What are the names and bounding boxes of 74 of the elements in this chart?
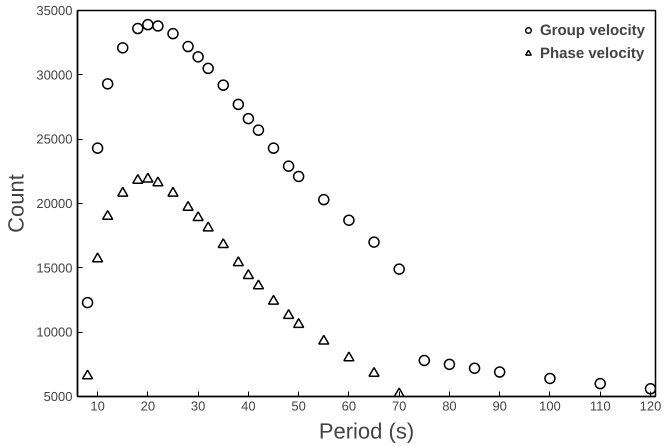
point [292,170,304,182]
point [252,279,264,290]
x-tick-label: 70 [392,398,406,414]
point [343,351,355,362]
x-tick-label: 20 [140,398,156,414]
x-tick-label: 80 [442,398,457,414]
point [142,172,154,183]
point [182,40,194,52]
point [132,174,144,184]
x-tick-label: 10 [90,398,105,414]
point [268,294,280,305]
point [252,124,264,136]
y-tick-label: 35000 [36,3,73,18]
point [444,358,456,370]
point [182,200,194,211]
point [393,263,405,275]
point [318,334,330,345]
point [192,51,204,63]
x-tick-label: 30 [190,398,206,414]
legend-label: Group velocity [540,22,645,38]
point [142,18,154,30]
point [92,142,104,154]
point [418,354,430,366]
point [368,366,380,377]
point [218,79,230,91]
point [202,62,214,74]
point [82,296,94,308]
point [318,194,330,206]
x-tick-label: 110 [590,398,611,414]
point [232,256,244,266]
point [282,308,294,320]
x-tick-label: 50 [291,398,306,414]
y-tick-label: 30000 [36,67,73,82]
point [116,186,128,197]
point [368,236,380,248]
point [393,387,405,396]
point [494,366,506,378]
legend-label: Phase velocity [540,44,644,62]
point [167,186,179,197]
point [644,383,656,395]
point [82,369,94,380]
y-tick-label: 15000 [36,260,73,276]
point [282,160,294,172]
x-tick-label: 60 [342,398,356,414]
point [594,378,606,390]
point [218,238,230,248]
x-axis-title: Period (s) [318,418,414,444]
point [544,372,556,384]
y-tick-label: 25000 [36,132,73,147]
point [152,20,164,32]
point [132,22,144,34]
x-tick-label: 40 [241,398,256,414]
point [102,78,114,90]
y-tick-label: 20000 [36,196,73,211]
point [92,252,104,262]
point [242,269,254,280]
point [242,112,254,124]
point [167,28,179,40]
point [468,362,480,374]
x-tick-label: 90 [492,398,507,414]
y-tick-label: 5000 [44,389,72,404]
y-axis-title: Count [3,174,28,233]
point [268,142,280,154]
x-tick-label: 120 [640,398,662,414]
point [102,210,114,220]
point [232,98,244,110]
point [202,221,214,232]
y-tick-label: 10000 [36,324,73,340]
point [152,176,164,187]
point [116,42,128,54]
point [292,318,304,328]
point [343,214,355,226]
x-tick-label: 100 [539,398,561,414]
point [192,211,204,222]
